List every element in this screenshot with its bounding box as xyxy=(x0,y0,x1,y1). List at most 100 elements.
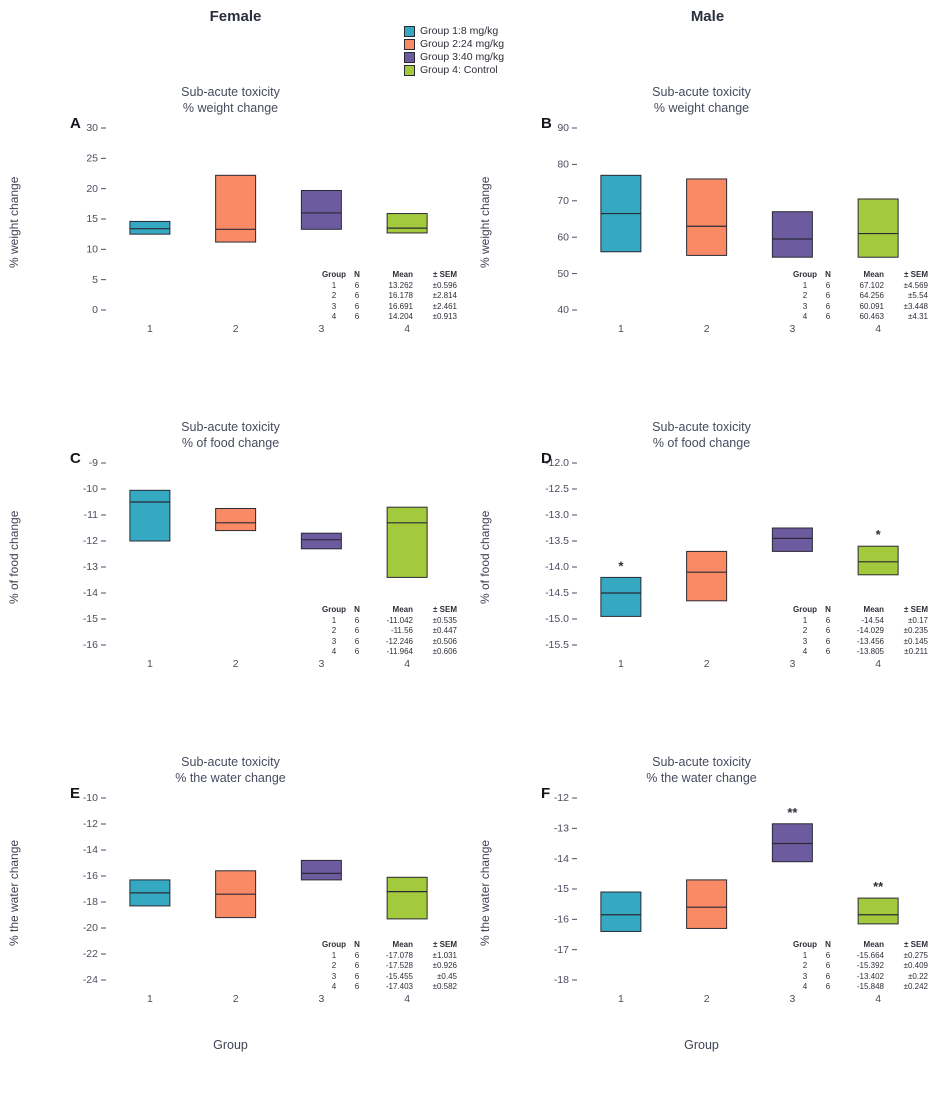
stats-row: 1 6 67.102 ±4.569 xyxy=(802,280,928,290)
y-tick-label: -14 xyxy=(83,844,98,856)
y-tick-label: -16 xyxy=(83,639,98,651)
y-tick-label: -24 xyxy=(83,974,98,986)
stats-table: Group N Mean ± SEM 1 6 67.102 ±4.569 2 6 64.256 ±5.… xyxy=(792,270,928,323)
y-tick-label: -16 xyxy=(83,870,98,882)
x-tick-label: 4 xyxy=(404,993,410,1005)
chart-title-line2: % of food change xyxy=(181,435,280,450)
panel-f-water-change-male: Sub-acute toxicity % the water change F … xyxy=(471,755,942,1080)
y-axis-label: % the water change xyxy=(478,839,492,946)
stats-row: 4 6 -15.848 ±0.242 xyxy=(802,982,928,991)
y-tick-label: -12 xyxy=(83,535,98,547)
y-tick-label: -14.5 xyxy=(545,587,569,599)
stats-header: Group N Mean ± SEM xyxy=(322,940,457,949)
x-tick-label: 4 xyxy=(875,658,881,670)
y-tick-label: 10 xyxy=(86,244,98,256)
y-tick-label: 40 xyxy=(557,304,569,316)
y-tick-label: 0 xyxy=(92,304,98,316)
chart-title: Sub-acute toxicity % weight change xyxy=(529,85,874,116)
legend-item-group4: Group 4: Control xyxy=(404,64,504,76)
panel-a-weight-change-female: Sub-acute toxicity % weight change A % w… xyxy=(0,85,471,375)
x-tick-label: 4 xyxy=(404,323,410,335)
box-group-4 xyxy=(857,198,899,258)
y-axis-label: % of food change xyxy=(478,510,492,605)
x-tick-label: 1 xyxy=(618,658,624,670)
column-header-male: Male xyxy=(690,8,725,25)
x-tick-label: 3 xyxy=(318,658,324,670)
y-tick-label: -10 xyxy=(83,483,98,495)
chart-title: Sub-acute toxicity % of food change xyxy=(529,420,874,451)
chart-title-line1: Sub-acute toxicity xyxy=(181,755,280,769)
chart-title: Sub-acute toxicity % the water change xyxy=(529,755,874,786)
chart-plot-area: 30 25 20 15 10 5 0 1 2 3 4 xyxy=(86,122,428,335)
significance-marker: * xyxy=(618,558,624,573)
stats-row: 1 6 -11.042 ±0.535 xyxy=(331,615,457,625)
x-tick-label: 3 xyxy=(789,993,795,1005)
box-group-2 xyxy=(686,879,728,929)
x-tick-label: 4 xyxy=(875,323,881,335)
y-tick-label: -14 xyxy=(83,587,98,599)
y-tick-label: -13 xyxy=(554,823,569,835)
y-tick-label: 70 xyxy=(557,195,569,207)
y-tick-label: -12 xyxy=(83,818,98,830)
stats-row: 2 6 -17.528 ±0.926 xyxy=(331,961,457,970)
x-tick-label: 2 xyxy=(233,323,239,335)
legend-item-group3: Group 3:40 mg/kg xyxy=(404,51,504,63)
chart-title-line1: Sub-acute toxicity xyxy=(652,755,751,769)
panel-letter: E xyxy=(70,785,81,802)
y-axis-label: % weight change xyxy=(7,176,21,269)
y-tick-label: -15 xyxy=(554,883,569,895)
y-tick-label: -20 xyxy=(83,922,98,934)
box-group-3 xyxy=(300,859,342,881)
x-axis-label: Group xyxy=(213,1038,248,1052)
stats-row: 4 6 -17.403 ±0.582 xyxy=(331,982,457,991)
chart-plot-area: -12.0 -12.5 -13.0 -13.5 -14.0 -14.5 -15.0 -15.5… xyxy=(545,457,899,670)
chart-title-line2: % the water change xyxy=(175,770,286,785)
y-tick-label: -13.0 xyxy=(545,509,569,521)
x-tick-label: 3 xyxy=(318,323,324,335)
panel-letter: B xyxy=(541,115,552,132)
x-tick-label: 4 xyxy=(404,658,410,670)
box-group-4 xyxy=(857,897,899,925)
y-tick-label: 80 xyxy=(557,159,569,171)
box-group-2 xyxy=(215,174,257,243)
x-tick-label: 1 xyxy=(147,993,153,1005)
chart-plot-area: 90 80 70 60 50 40 1 2 3 4 xyxy=(557,122,899,335)
panel-letter: C xyxy=(70,450,81,467)
chart-plot-area: -12 -13 -14 -15 -16 -17 -18 1 2 3 ** 4 ** xyxy=(554,792,899,1005)
chart-title: Sub-acute toxicity % weight change xyxy=(58,85,403,116)
y-tick-label: -14 xyxy=(554,853,569,865)
x-tick-label: 1 xyxy=(618,323,624,335)
stats-row: 2 6 -15.392 ±0.409 xyxy=(802,961,928,970)
panel-letter: A xyxy=(70,115,81,132)
stats-table: Group N Mean ± SEM 1 6 -11.042 ±0.535 2 6 -11.56 ±0… xyxy=(321,605,457,658)
x-tick-label: 1 xyxy=(147,323,153,335)
stats-row: 3 6 -13.456 ±0.145 xyxy=(802,636,928,646)
box-group-2 xyxy=(686,178,728,256)
x-tick-label: 1 xyxy=(618,993,624,1005)
box-group-1 xyxy=(600,891,642,932)
stats-header: Group N Mean ± SEM xyxy=(793,940,928,949)
legend-swatch-group1 xyxy=(404,25,415,37)
stats-row: 3 6 16.691 ±2.461 xyxy=(331,301,457,311)
significance-marker: ** xyxy=(873,879,884,894)
y-tick-label: -13 xyxy=(83,561,98,573)
y-tick-label: -15.5 xyxy=(545,639,569,651)
legend-label-group2: Group 2:24 mg/kg xyxy=(420,38,505,50)
significance-marker: ** xyxy=(787,805,798,820)
x-tick-label: 3 xyxy=(789,323,795,335)
stats-row: 4 6 -13.805 ±0.211 xyxy=(802,647,928,656)
x-tick-label: 1 xyxy=(147,658,153,670)
box-group-1 xyxy=(129,489,171,542)
stats-header: Group N Mean ± SEM xyxy=(793,270,928,279)
stats-row: 3 6 -15.455 ±0.45 xyxy=(331,971,457,981)
box-group-3 xyxy=(300,532,342,550)
box-group-4 xyxy=(386,876,428,920)
y-tick-label: -14.0 xyxy=(545,561,569,573)
x-tick-label: 2 xyxy=(704,658,710,670)
y-tick-label: -15.0 xyxy=(545,613,569,625)
chart-title-line1: Sub-acute toxicity xyxy=(181,420,280,434)
legend-swatch-group4 xyxy=(404,64,415,76)
y-tick-label: 5 xyxy=(92,274,98,286)
y-tick-label: 20 xyxy=(86,183,98,195)
chart-title-line1: Sub-acute toxicity xyxy=(652,85,751,99)
